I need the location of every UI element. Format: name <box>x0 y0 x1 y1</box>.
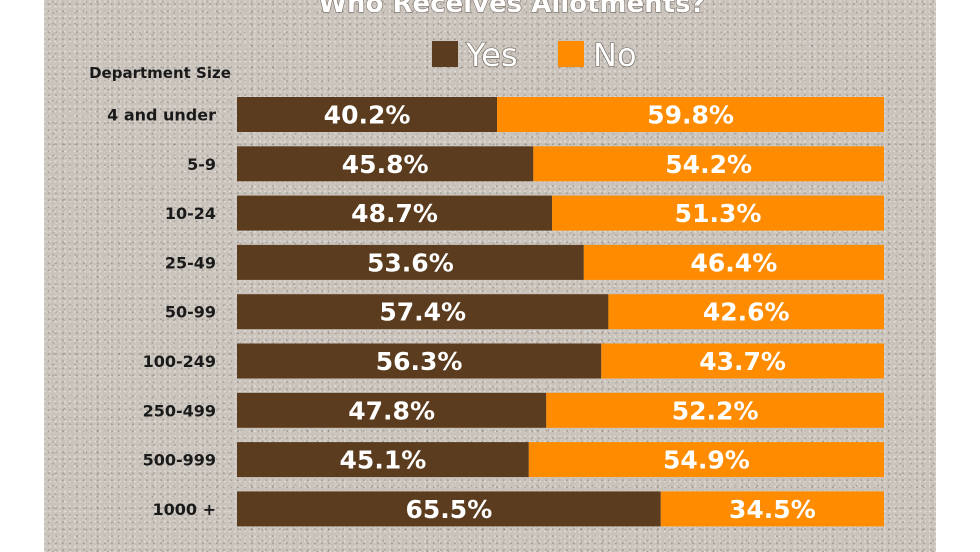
data-label-no-2: 51.3% <box>675 199 762 228</box>
category-labels: 4 and under 5-9 10-24 25-49 50-99 100-249 250-… <box>107 106 216 519</box>
bar-no-4 <box>608 294 884 330</box>
category-label-4: 50-99 <box>165 303 216 322</box>
data-label-no-3: 46.4% <box>691 248 778 277</box>
bars-group: 40.2% 59.8% 45.8% 54.2% 48.7% 51.3% 53.6% 46.4%… <box>237 97 884 527</box>
bar-no-0 <box>497 97 884 132</box>
category-label-1: 5-9 <box>187 155 216 174</box>
data-label-no-0: 59.8% <box>647 101 734 130</box>
legend: Yes No <box>432 35 637 75</box>
bar-yes-6 <box>237 392 547 428</box>
legend-label-yes: Yes <box>465 36 518 74</box>
data-label-no-8: 34.5% <box>729 495 816 524</box>
x-tick-5: 50% <box>544 549 577 552</box>
bar-yes-7 <box>237 442 529 478</box>
category-label-8: 1000 + <box>152 500 216 519</box>
x-tick-7: 70% <box>673 549 706 552</box>
bar-no-5 <box>601 343 884 379</box>
data-label-yes-5: 56.3% <box>376 347 463 376</box>
bar-yes-5 <box>237 343 602 379</box>
category-label-2: 10-24 <box>165 204 216 223</box>
x-tick-10: 100% <box>863 549 906 552</box>
x-tick-1: 10% <box>285 549 318 552</box>
bar-yes-1 <box>237 146 534 182</box>
legend-label-no: No <box>593 36 637 74</box>
data-label-yes-8: 65.5% <box>406 495 493 524</box>
chart-title: Who Receives Allotments? <box>318 0 705 19</box>
data-label-yes-1: 45.8% <box>342 150 429 179</box>
data-label-yes-3: 53.6% <box>367 248 454 277</box>
data-label-yes-0: 40.2% <box>324 101 411 130</box>
x-tick-8: 80% <box>738 549 771 552</box>
category-label-7: 500-999 <box>143 451 216 470</box>
bar-no-1 <box>533 146 884 182</box>
data-label-yes-7: 45.1% <box>340 446 427 475</box>
x-tick-6: 60% <box>609 549 642 552</box>
bar-yes-0 <box>237 97 498 132</box>
bar-yes-2 <box>237 195 553 231</box>
bar-no-8 <box>660 491 884 527</box>
data-label-yes-2: 48.7% <box>351 199 438 228</box>
bar-no-7 <box>528 442 884 478</box>
bar-no-6 <box>546 392 884 428</box>
data-label-no-1: 54.2% <box>665 150 752 179</box>
legend-swatch-no <box>558 41 584 67</box>
category-label-6: 250-499 <box>143 401 216 420</box>
x-tick-2: 20% <box>350 549 383 552</box>
bar-no-3 <box>583 244 884 280</box>
data-label-yes-4: 57.4% <box>379 298 466 327</box>
bar-no-2 <box>552 195 884 231</box>
bar-yes-3 <box>237 244 584 280</box>
x-tick-4: 40% <box>479 549 512 552</box>
category-label-3: 25-49 <box>165 253 216 272</box>
data-label-no-5: 43.7% <box>699 347 786 376</box>
x-axis-ticks: 0% 10% 20% 30% 40% 50% 60% 70% 80% 90% 100% <box>225 549 905 552</box>
category-label-0: 4 and under <box>107 106 216 125</box>
data-label-no-6: 52.2% <box>672 396 759 425</box>
data-label-no-4: 42.6% <box>703 298 790 327</box>
data-label-yes-6: 47.8% <box>348 396 435 425</box>
bar-yes-8 <box>237 491 661 527</box>
x-tick-9: 90% <box>803 549 836 552</box>
x-tick-0: 0% <box>225 549 249 552</box>
bar-yes-4 <box>237 294 609 330</box>
x-tick-3: 30% <box>414 549 447 552</box>
category-label-5: 100-249 <box>143 352 216 371</box>
legend-swatch-yes <box>432 41 458 67</box>
y-axis-title: Department Size <box>89 64 231 82</box>
data-label-no-7: 54.9% <box>663 446 750 475</box>
